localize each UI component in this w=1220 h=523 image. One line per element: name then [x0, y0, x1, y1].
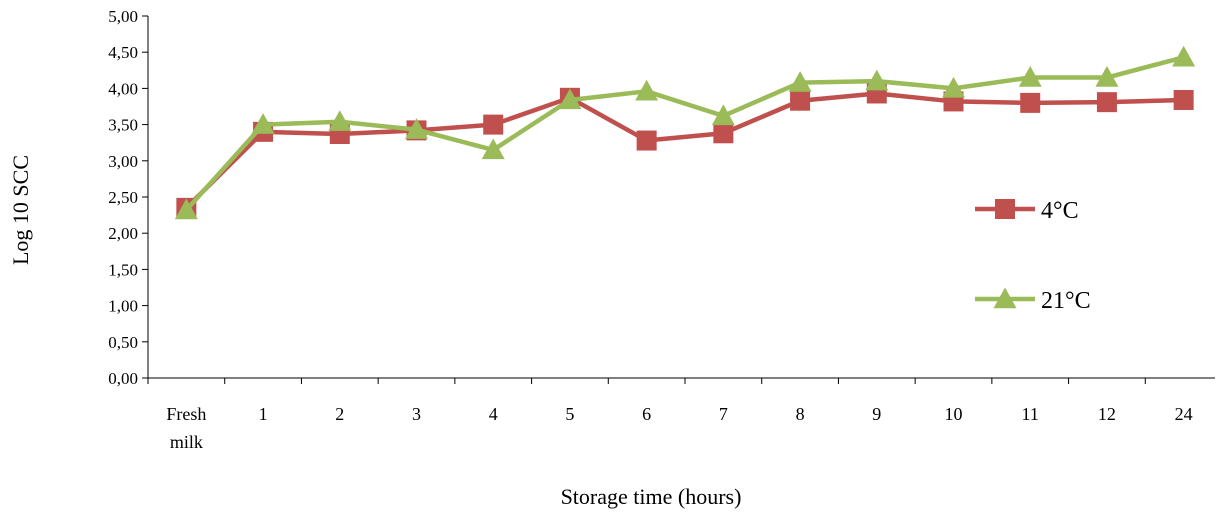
series-21c-point	[481, 138, 505, 160]
x-tick-label: 6	[642, 404, 651, 424]
series-21c-point	[942, 76, 965, 98]
x-tick-label: 5	[565, 404, 574, 424]
series-21c-point	[788, 71, 812, 92]
series-4c-point	[790, 90, 811, 111]
series-4c-point	[483, 114, 504, 135]
series-4c-line	[184, 91, 1184, 210]
series-21c-point	[635, 79, 659, 101]
series-21c-point	[251, 113, 275, 134]
series-4c-point	[636, 130, 657, 151]
series-4c-point	[1020, 92, 1041, 113]
series-21c-point	[865, 69, 889, 91]
x-tick-label: 1	[259, 404, 268, 424]
x-tick-label: Fresh milk	[166, 404, 206, 452]
y-tick-label: 3,50	[108, 116, 138, 135]
y-tick-label: 4,50	[108, 43, 138, 62]
series-21c-point	[405, 118, 428, 139]
y-tick-label: 5,00	[108, 7, 138, 26]
legend-4c-label: 4°C	[1041, 198, 1079, 224]
x-tick-label: 7	[719, 404, 728, 424]
legend-4c-marker	[995, 199, 1015, 219]
x-tick-label: 2	[335, 404, 344, 424]
legend-21c-label: 21°C	[1041, 288, 1091, 314]
y-tick-label: 1,50	[108, 260, 138, 279]
legend-21c-marker	[993, 287, 1017, 309]
series-4c-point	[713, 123, 734, 144]
series-21c-point	[328, 110, 352, 131]
x-tick-label: 10	[945, 404, 963, 424]
series-21c-point	[1172, 45, 1196, 67]
y-tick-label: 2,50	[108, 188, 138, 207]
series-21c-line	[184, 55, 1185, 212]
series-21c-point	[174, 198, 198, 220]
x-axis-title: Storage time (hours)	[561, 484, 742, 509]
series-21c-point	[1095, 66, 1119, 87]
x-tick-label: 4	[489, 404, 498, 424]
x-tick-label: 11	[1022, 404, 1039, 424]
series-21c-point	[711, 104, 735, 126]
series-4c-point	[1173, 89, 1194, 110]
x-tick-label: 9	[872, 404, 881, 424]
series-21c-point	[1018, 66, 1042, 87]
y-tick-label: 2,00	[108, 224, 138, 243]
series-21c	[174, 45, 1196, 220]
x-tick-label: 3	[412, 404, 421, 424]
y-tick-label: 0,50	[108, 333, 138, 352]
series-21c-point	[558, 88, 582, 110]
x-tick-label: 24	[1175, 404, 1193, 424]
y-tick-label: 3,00	[108, 152, 138, 171]
y-axis-title: Log 10 SCC	[8, 155, 33, 265]
y-tick-label: 0,00	[108, 369, 138, 388]
x-tick-label: 12	[1098, 404, 1116, 424]
y-tick-label: 4,00	[108, 79, 138, 98]
x-tick-label: 8	[796, 404, 805, 424]
y-tick-label: 1,00	[108, 297, 138, 316]
series-4c-point	[1096, 92, 1117, 113]
